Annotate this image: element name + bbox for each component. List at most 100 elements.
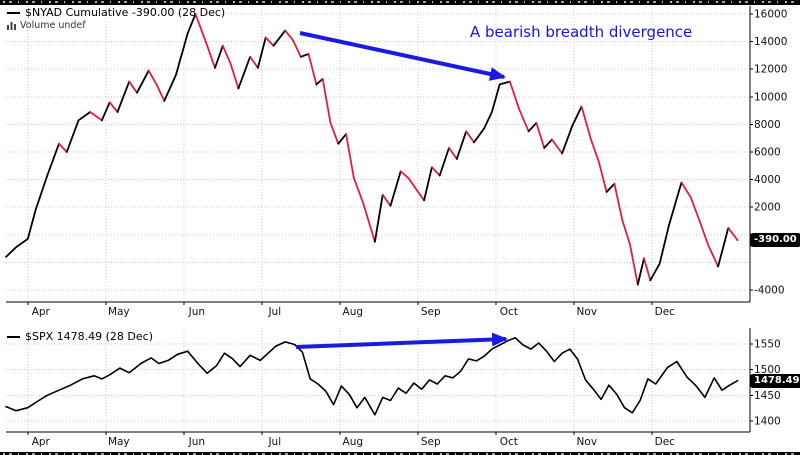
nyad-series-line	[649, 181, 683, 282]
nyad-series-line	[163, 13, 197, 102]
nyad-series-line	[116, 80, 131, 113]
nyad-series-line	[727, 227, 739, 242]
nyad-series-line	[257, 36, 267, 69]
y-tick-label: 12000	[754, 64, 787, 76]
nyad-series-line	[214, 44, 224, 69]
x-tick-label: Oct	[500, 436, 518, 448]
nyad-series-line	[438, 147, 450, 177]
x-tick-label: Apr	[32, 436, 51, 448]
nyad-series-line	[431, 166, 441, 177]
nyad-series-line	[307, 53, 318, 86]
nyad-series-line	[337, 133, 347, 145]
x-tick-label: Sep	[421, 306, 441, 318]
x-tick-label: Oct	[500, 306, 518, 318]
y-tick-label: 1450	[754, 390, 781, 402]
y-tick-label: 14000	[754, 36, 787, 48]
spx-series-line	[5, 337, 739, 416]
spx-line-swatch	[7, 335, 20, 338]
nyad-series-line	[543, 138, 553, 149]
nyad-series-line	[381, 193, 392, 207]
nyad-series-line	[448, 147, 458, 160]
x-tick-label: Jun	[188, 436, 205, 448]
nyad-series-line	[136, 69, 150, 94]
nyad-series-line	[89, 111, 103, 122]
nyad-series-line	[465, 130, 475, 144]
x-tick-label: Aug	[343, 436, 364, 448]
x-tick-label: Jul	[267, 306, 281, 318]
x-tick-label: Aug	[343, 306, 364, 318]
nyad-series-line	[147, 69, 166, 102]
annotation-arrow	[299, 31, 506, 81]
nyad-series-line	[551, 138, 563, 155]
clipped-top-title-bar	[0, 0, 800, 5]
nyad-series-line	[389, 170, 402, 207]
nyad-series-line	[717, 227, 730, 268]
annotation-arrow	[295, 332, 508, 349]
x-tick-label: Jul	[267, 436, 281, 448]
nyad-series-line	[315, 78, 324, 86]
y-tick-label: 1500	[754, 364, 781, 376]
y-tick-label: -4000	[754, 285, 785, 297]
volume-bars-icon	[7, 22, 16, 30]
nyad-series-line	[636, 257, 645, 286]
nyad-series-line	[5, 142, 60, 258]
y-tick-label: 1400	[754, 416, 781, 428]
nyad-series-line	[605, 182, 616, 193]
nyad-last-price-badge: -390.00	[750, 233, 800, 247]
nyad-series-line	[284, 29, 302, 58]
nyad-series-line	[527, 122, 538, 133]
nyad-line-swatch	[7, 11, 20, 14]
divergence-annotation: A bearish breadth divergence	[470, 23, 693, 41]
nyad-series-line	[535, 122, 546, 149]
nyad-series-line	[58, 142, 68, 153]
nyad-series-line	[561, 105, 583, 155]
nyad-series-line	[321, 78, 340, 145]
x-tick-label: Nov	[577, 306, 598, 318]
nyad-series-line	[680, 181, 719, 268]
x-tick-label: Dec	[655, 436, 676, 448]
nyad-series-line	[264, 36, 275, 47]
y-tick-label: 2000	[754, 202, 781, 214]
clipped-text-fragments	[3, 453, 797, 455]
nyad-series-line	[237, 55, 251, 90]
y-tick-label: 8000	[754, 119, 781, 131]
x-tick-label: Dec	[655, 306, 676, 318]
nyad-series-line	[509, 80, 530, 133]
nyad-series-line	[221, 44, 240, 90]
nyad-series-line	[272, 29, 287, 47]
nyad-series-line	[455, 130, 468, 160]
clipped-text-fragments	[3, 1, 797, 3]
spx-legend-text: $SPX 1478.49 (28 Dec)	[25, 330, 153, 343]
x-tick-label: May	[108, 436, 130, 448]
x-tick-label: Apr	[32, 306, 51, 318]
x-tick-label: Nov	[577, 436, 598, 448]
y-tick-label: 4000	[754, 174, 781, 186]
nyad-series-line	[613, 182, 639, 286]
nyad-legend: $NYAD Cumulative -390.00 (28 Dec)	[7, 6, 225, 19]
nyad-series-line	[643, 257, 652, 282]
nyad-series-line	[399, 170, 425, 202]
nyad-series-line	[473, 80, 511, 144]
nyad-series-line	[249, 55, 259, 69]
nyad-series-line	[65, 111, 92, 153]
y-tick-label: 1550	[754, 339, 781, 351]
volume-legend: Volume undef	[7, 20, 86, 31]
clipped-bottom-bar	[0, 452, 800, 455]
nyad-series-line	[128, 80, 138, 94]
nyad-series-line	[101, 101, 111, 122]
spx-legend: $SPX 1478.49 (28 Dec)	[7, 330, 153, 343]
nyad-legend-text: $NYAD Cumulative -390.00 (28 Dec)	[25, 6, 226, 19]
nyad-series-line	[108, 101, 119, 113]
nyad-series-line	[580, 105, 608, 193]
nyad-series-line	[423, 166, 433, 202]
nyad-series-line	[374, 193, 384, 243]
spx-last-price-badge: 1478.49	[750, 374, 800, 388]
nyad-series-line	[299, 53, 310, 58]
x-tick-label: Jun	[188, 306, 205, 318]
x-tick-label: May	[108, 306, 130, 318]
volume-legend-text: Volume undef	[20, 20, 86, 31]
nyad-series-line	[194, 13, 216, 69]
nyad-series-line	[345, 133, 376, 243]
